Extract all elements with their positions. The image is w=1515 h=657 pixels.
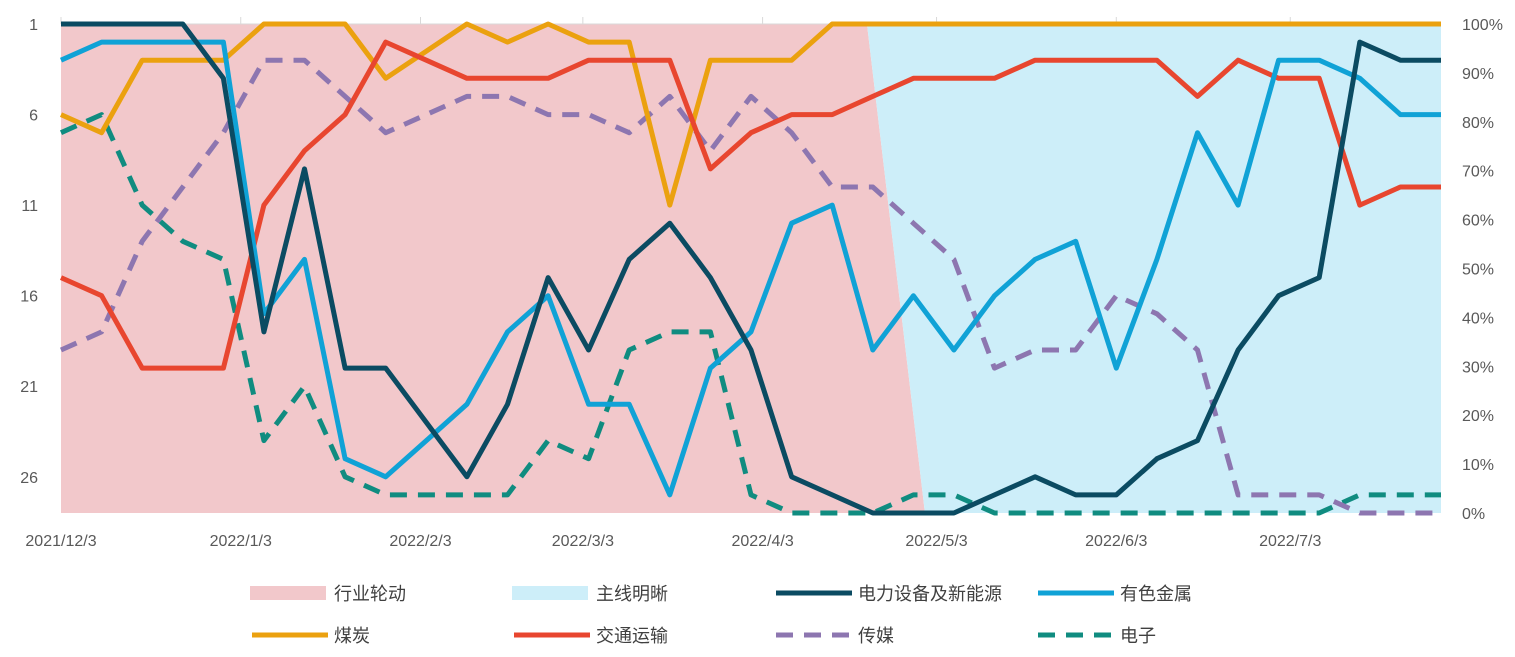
right-y-tick-label: 30%: [1462, 359, 1494, 376]
left-y-tick-label: 1: [29, 17, 38, 34]
legend-swatch-region: [250, 586, 326, 600]
legend-label: 传媒: [858, 626, 894, 647]
series-line-4: [59, 39, 1441, 371]
x-tick-label: 2021/12/3: [25, 533, 96, 550]
series-line-5: [59, 57, 1441, 516]
legend-label: 电子: [1120, 626, 1156, 647]
legend-item: 传媒: [776, 626, 894, 647]
legend-label: 煤炭: [334, 626, 370, 647]
right-y-tick-label: 40%: [1462, 310, 1494, 327]
right-y-tick-label: 50%: [1462, 262, 1494, 279]
legend-item: 主线明晰: [512, 584, 668, 605]
right-y-axis: 100% 90% 80% 70% 60% 50% 40% 30% 20% 10% 0%: [1462, 17, 1503, 523]
legend-label: 电力设备及新能源: [858, 584, 1002, 605]
x-tick-label: 2022/1/3: [210, 533, 272, 550]
x-tick-label: 2022/5/3: [905, 533, 967, 550]
legend-item: 电力设备及新能源: [776, 584, 1002, 605]
legend-swatch-region: [512, 586, 588, 600]
legend-item: 交通运输: [514, 626, 668, 647]
x-tick-label: 2022/7/3: [1259, 533, 1321, 550]
region-industry-rotation: [61, 24, 925, 513]
series-line-6: [59, 112, 1441, 516]
legend-item: 行业轮动: [250, 584, 406, 605]
legend-label: 行业轮动: [334, 584, 406, 605]
legend-label: 有色金属: [1120, 584, 1192, 605]
legend-item: 有色金属: [1038, 584, 1192, 605]
left-y-tick-label: 16: [20, 289, 38, 306]
right-y-tick-label: 100%: [1462, 17, 1503, 34]
right-y-tick-label: 20%: [1462, 408, 1494, 425]
right-y-tick-label: 10%: [1462, 457, 1494, 474]
right-y-tick-label: 0%: [1462, 506, 1485, 523]
x-tick-label: 2022/2/3: [389, 533, 451, 550]
series-line-1: [61, 21, 1441, 516]
legend-label: 主线明晰: [596, 584, 668, 605]
left-y-tick-label: 21: [20, 379, 38, 396]
right-y-tick-label: 70%: [1462, 164, 1494, 181]
right-y-tick-label: 90%: [1462, 66, 1494, 83]
right-y-tick-label: 60%: [1462, 213, 1494, 230]
series-line-3: [59, 21, 1441, 208]
x-tick-label: 2022/3/3: [552, 533, 614, 550]
legend-item: 煤炭: [252, 626, 370, 647]
left-y-tick-label: 26: [20, 470, 38, 487]
x-tick-label: 2022/4/3: [731, 533, 793, 550]
series-line-2: [59, 39, 1441, 498]
x-tick-label: 2022/6/3: [1085, 533, 1147, 550]
x-axis: 2021/12/3 2022/1/3 2022/2/3 2022/3/3 2022/4/…: [25, 533, 1321, 550]
legend-item: 电子: [1038, 626, 1156, 647]
series-lines: [59, 21, 1441, 516]
legend-label: 交通运输: [596, 626, 668, 647]
left-y-tick-label: 6: [29, 108, 38, 125]
left-y-tick-label: 11: [21, 198, 38, 215]
right-y-tick-label: 80%: [1462, 115, 1494, 132]
